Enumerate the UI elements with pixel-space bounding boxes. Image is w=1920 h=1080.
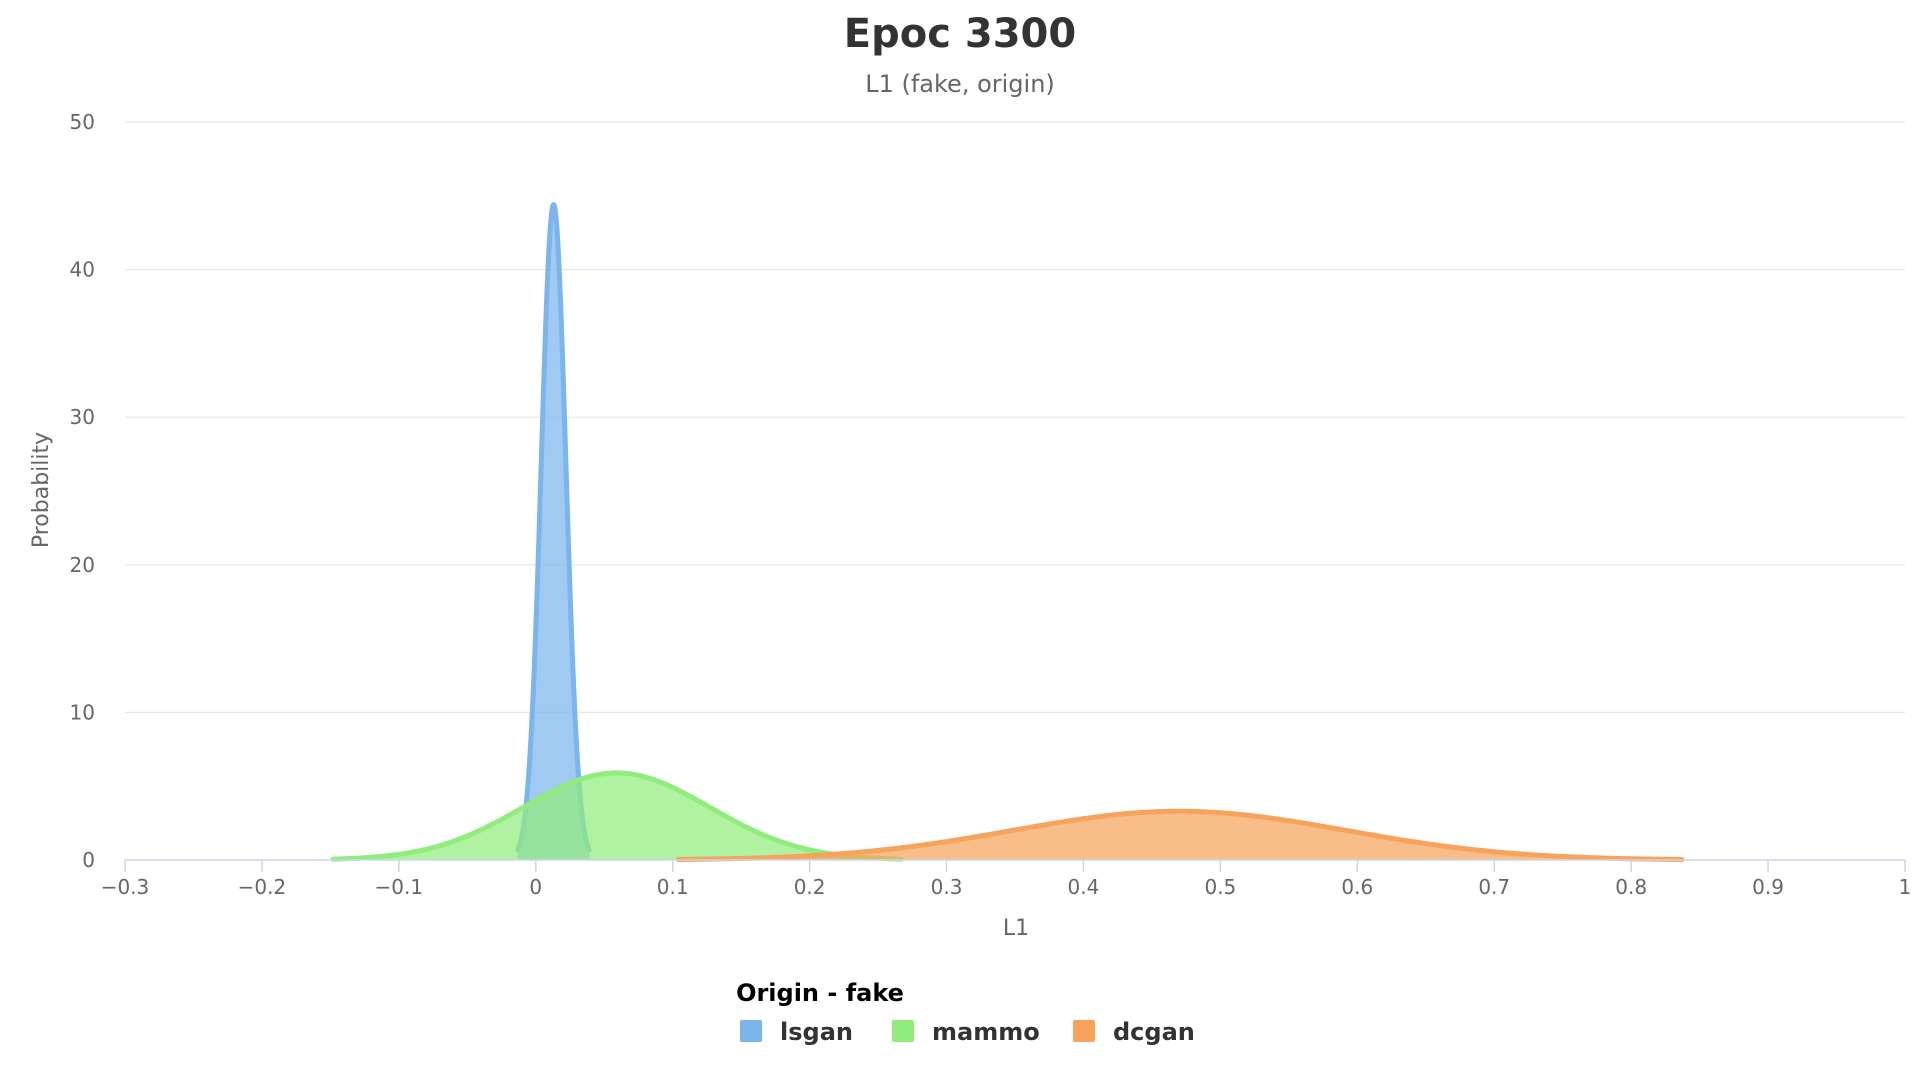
legend-item-dcgan[interactable]: dcgan bbox=[1073, 1018, 1195, 1046]
x-tick-label: 0.5 bbox=[1204, 875, 1236, 899]
x-tick-label: 0.7 bbox=[1478, 875, 1510, 899]
x-tick-label: 1 bbox=[1899, 875, 1912, 899]
legend-title: Origin - fake bbox=[736, 979, 904, 1007]
legend-item-lsgan[interactable]: lsgan bbox=[740, 1018, 853, 1046]
lsgan-line bbox=[515, 202, 592, 853]
legend-label: dcgan bbox=[1113, 1018, 1195, 1046]
legend-swatch bbox=[1073, 1020, 1095, 1042]
x-tick-label: −0.3 bbox=[101, 875, 150, 899]
y-tick-label: 30 bbox=[70, 405, 95, 429]
legend-swatch bbox=[740, 1020, 762, 1042]
x-tick-label: 0.9 bbox=[1752, 875, 1784, 899]
dcgan-line bbox=[675, 808, 1685, 862]
series-dcgan bbox=[675, 808, 1685, 862]
chart-subtitle: L1 (fake, origin) bbox=[865, 70, 1055, 98]
legend-label: lsgan bbox=[780, 1018, 853, 1046]
x-tick-label: 0.3 bbox=[931, 875, 963, 899]
legend-label: mammo bbox=[932, 1018, 1040, 1046]
y-tick-label: 40 bbox=[70, 258, 95, 282]
chart-title: Epoc 3300 bbox=[844, 11, 1076, 57]
y-tick-label: 20 bbox=[70, 553, 95, 577]
y-axis-title: Probability bbox=[29, 432, 54, 548]
plot-area bbox=[330, 202, 1685, 862]
series-lsgan bbox=[515, 202, 592, 860]
y-tick-label: 0 bbox=[82, 848, 95, 872]
grid-lines bbox=[125, 121, 1905, 714]
x-tick-label: −0.1 bbox=[375, 875, 424, 899]
x-tick-label: 0 bbox=[529, 875, 542, 899]
dcgan-area bbox=[678, 811, 1682, 860]
x-tick-label: 0.6 bbox=[1341, 875, 1373, 899]
legend-swatch bbox=[892, 1020, 914, 1042]
lsgan-area bbox=[517, 204, 590, 860]
y-tick-label: 10 bbox=[70, 700, 95, 724]
x-tick-label: −0.2 bbox=[238, 875, 287, 899]
legend: Origin - fake lsgan mammo dcgan bbox=[736, 979, 1195, 1046]
legend-items: lsgan mammo dcgan bbox=[740, 1018, 1195, 1046]
mammo-line bbox=[330, 770, 904, 862]
x-axis-title: L1 bbox=[1003, 916, 1029, 941]
x-tick-label: 0.4 bbox=[1068, 875, 1100, 899]
y-tick-label: 50 bbox=[70, 110, 95, 134]
mammo-area bbox=[333, 772, 902, 860]
x-tick-label: 0.2 bbox=[794, 875, 826, 899]
axes: 0 10 20 30 40 50 −0.3 −0.2 −0.1 0 0.1 0.2 0.3 0.4 0.5 0… bbox=[70, 110, 1912, 899]
legend-item-mammo[interactable]: mammo bbox=[892, 1018, 1040, 1046]
x-tick-label: 0.8 bbox=[1615, 875, 1647, 899]
series-mammo bbox=[330, 770, 904, 862]
x-tick-label: 0.1 bbox=[657, 875, 689, 899]
